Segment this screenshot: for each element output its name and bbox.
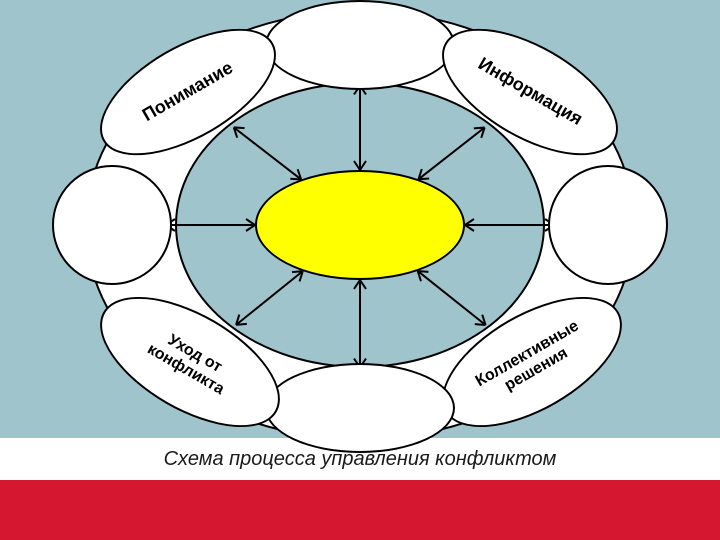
diagram-caption: Схема процесса управления конфликтом: [0, 448, 720, 471]
node-label: Понимание: [139, 58, 236, 126]
diagram-stage: ИнформацияКоллективныерешенияУход отконф…: [0, 0, 720, 540]
node-left: [52, 165, 172, 285]
center-node: [255, 170, 465, 280]
node-right: [548, 165, 668, 285]
background-bottom-band: [0, 480, 720, 540]
node-top: [265, 0, 455, 90]
node-bottom: [265, 363, 455, 453]
node-label: Информация: [474, 54, 585, 130]
